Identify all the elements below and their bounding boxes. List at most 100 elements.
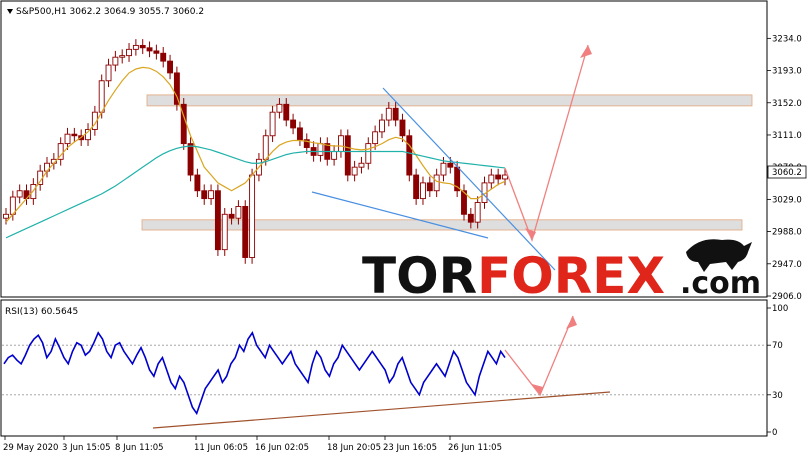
- candle: [290, 113, 297, 135]
- y-tick-label: 3152.0: [772, 99, 802, 109]
- candle: [208, 184, 215, 205]
- arrowhead-down-icon: [525, 228, 536, 240]
- watermark: TORFOREX .com: [362, 239, 761, 305]
- candle: [119, 49, 126, 64]
- x-tick-label: 29 May 2020: [3, 443, 58, 453]
- candle: [433, 168, 440, 198]
- y-tick-label: 2947.0: [772, 260, 802, 270]
- last-price-value: 3060.2: [772, 168, 802, 178]
- candle: [461, 184, 467, 221]
- candle: [132, 39, 139, 56]
- trendline-resistance: [382, 87, 556, 271]
- time-axis: 29 May 2020 3 Jun 15:05 8 Jun 11:05 11 Jun …: [3, 436, 502, 453]
- candle: [180, 98, 187, 150]
- watermark-forex: FOREX: [477, 247, 665, 305]
- candle: [474, 196, 481, 229]
- candle: [351, 160, 358, 182]
- bull-logo-icon: [686, 239, 752, 272]
- symbol-header: S&P500,H1 3062.2 3064.9 3055.7 3060.2: [16, 7, 204, 17]
- candle: [57, 137, 64, 166]
- candle: [379, 113, 385, 139]
- candle: [167, 54, 174, 80]
- candle: [71, 127, 78, 143]
- candle: [385, 101, 392, 127]
- candle: [146, 41, 153, 58]
- arrowhead-up-icon: [580, 45, 592, 58]
- x-tick-label: 26 Jun 11:05: [448, 443, 502, 453]
- candle: [365, 137, 372, 170]
- candle: [160, 46, 167, 68]
- candle: [372, 125, 379, 150]
- candle: [173, 66, 180, 111]
- candle: [214, 184, 221, 256]
- candle: [64, 127, 71, 150]
- candle: [126, 43, 132, 62]
- candle: [201, 184, 208, 205]
- candle: [502, 168, 508, 186]
- candle: [358, 156, 365, 174]
- watermark-dotcom: .com: [680, 266, 761, 301]
- support-resistance-zone: [146, 94, 753, 107]
- candle: [249, 168, 256, 264]
- candle: [488, 168, 495, 190]
- candle: [105, 58, 112, 88]
- rsi-tick-label: 100: [772, 304, 788, 314]
- candle: [344, 129, 351, 182]
- rsi-arrowhead-down-icon: [532, 384, 543, 395]
- candle: [269, 105, 276, 143]
- x-tick-label: 3 Jun 15:05: [62, 443, 111, 453]
- candle: [303, 133, 310, 154]
- rsi-title: RSI(13) 60.5645: [5, 307, 78, 317]
- watermark-tor: TOR: [362, 247, 477, 305]
- y-tick-label: 3029.0: [772, 195, 802, 205]
- svg-text:TORFOREX: TORFOREX: [362, 247, 665, 305]
- price-forecast-arrow: [504, 44, 592, 243]
- candle: [242, 200, 249, 264]
- candle: [467, 208, 474, 229]
- candle: [194, 168, 201, 198]
- candle: [420, 176, 426, 205]
- y-tick-label: 2906.0: [772, 292, 802, 302]
- x-tick-label: 11 Jun 06:05: [194, 443, 248, 453]
- candle: [187, 137, 194, 182]
- y-tick-label: 3111.0: [772, 131, 802, 141]
- candle: [283, 98, 290, 127]
- x-tick-label: 16 Jun 02:05: [255, 443, 309, 453]
- rsi-series-line: [3, 331, 506, 416]
- rsi-forecast-arrow: [504, 315, 577, 397]
- ma-slow-line: [5, 145, 506, 239]
- y-tick-label: 3193.0: [772, 67, 802, 77]
- rsi-tick-label: 0: [772, 428, 777, 438]
- rsi-arrowhead-up-icon: [566, 316, 577, 329]
- ma-fast-line: [5, 66, 506, 223]
- candle: [406, 129, 413, 182]
- candle: [153, 44, 160, 60]
- candle: [235, 200, 242, 225]
- support-resistance-zone: [141, 219, 743, 231]
- candle: [276, 98, 283, 119]
- candle: [495, 168, 502, 186]
- candle: [399, 113, 406, 143]
- rsi-trendline: [152, 391, 611, 429]
- candle: [112, 50, 119, 72]
- x-tick-label: 8 Jun 11:05: [115, 443, 164, 453]
- rsi-tick-label: 30: [772, 391, 783, 401]
- candle: [413, 168, 420, 205]
- dropdown-arrow-icon[interactable]: [7, 9, 13, 14]
- trendline-support: [311, 191, 489, 239]
- y-tick-label: 3234.0: [772, 34, 802, 44]
- x-tick-label: 23 Jun 16:05: [383, 443, 437, 453]
- candle: [16, 184, 23, 204]
- candle: [228, 208, 235, 225]
- candle: [221, 208, 228, 256]
- candle: [426, 176, 433, 198]
- candle: [139, 39, 146, 55]
- y-tick-label: 2988.0: [772, 228, 802, 238]
- x-tick-label: 18 Jun 20:05: [327, 443, 381, 453]
- candle: [296, 121, 303, 146]
- last-price-tag: 3060.2: [767, 165, 807, 179]
- header: S&P500,H1 3062.2 3064.9 3055.7 3060.2: [7, 7, 204, 17]
- candle: [392, 101, 399, 127]
- rsi-tick-label: 70: [772, 341, 783, 351]
